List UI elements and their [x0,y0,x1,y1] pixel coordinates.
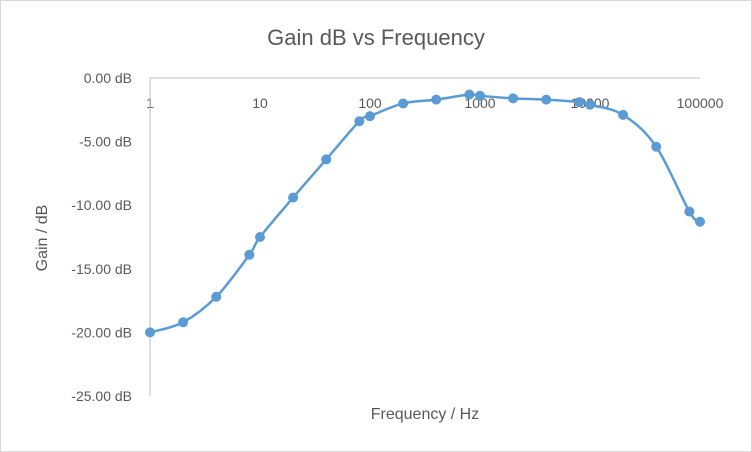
data-point [508,93,519,104]
series-line [149,93,701,334]
data-points [145,89,705,338]
y-axis-tick-labels: 0.00 dB -5.00 dB -10.00 dB -15.00 dB -20.00 … [71,70,132,404]
data-point [585,99,595,110]
y-axis-title: Gain / dB [34,205,51,272]
x-tick-label: 100 [358,95,382,111]
y-tick-label: -10.00 dB [71,197,132,213]
data-point [145,327,155,338]
data-point [541,94,552,105]
y-tick-label: -20.00 dB [71,324,132,340]
data-point [178,317,189,328]
data-point [475,90,485,101]
data-point [574,97,585,108]
chart-title: Gain dB vs Frequency [267,25,485,50]
data-point [651,141,662,152]
data-point [354,116,365,127]
data-point [464,89,475,100]
data-point [255,232,265,242]
data-point [244,249,255,260]
data-point [288,192,299,203]
y-tick-label: 0.00 dB [84,70,132,86]
y-tick-label: -5.00 dB [79,134,132,150]
data-point [618,109,629,120]
data-point [431,94,442,105]
data-point [211,291,222,302]
x-axis-title: Frequency / Hz [371,406,479,423]
x-tick-label: 100000 [677,95,724,111]
x-tick-label: 10 [252,95,268,111]
x-tick-label: 1000 [464,95,495,111]
data-point [695,216,705,227]
data-point [398,98,409,109]
y-tick-label: -15.00 dB [71,261,132,277]
data-point [321,154,332,165]
data-point [684,206,695,217]
y-tick-label: -25.00 dB [71,388,132,404]
data-point [365,111,375,122]
